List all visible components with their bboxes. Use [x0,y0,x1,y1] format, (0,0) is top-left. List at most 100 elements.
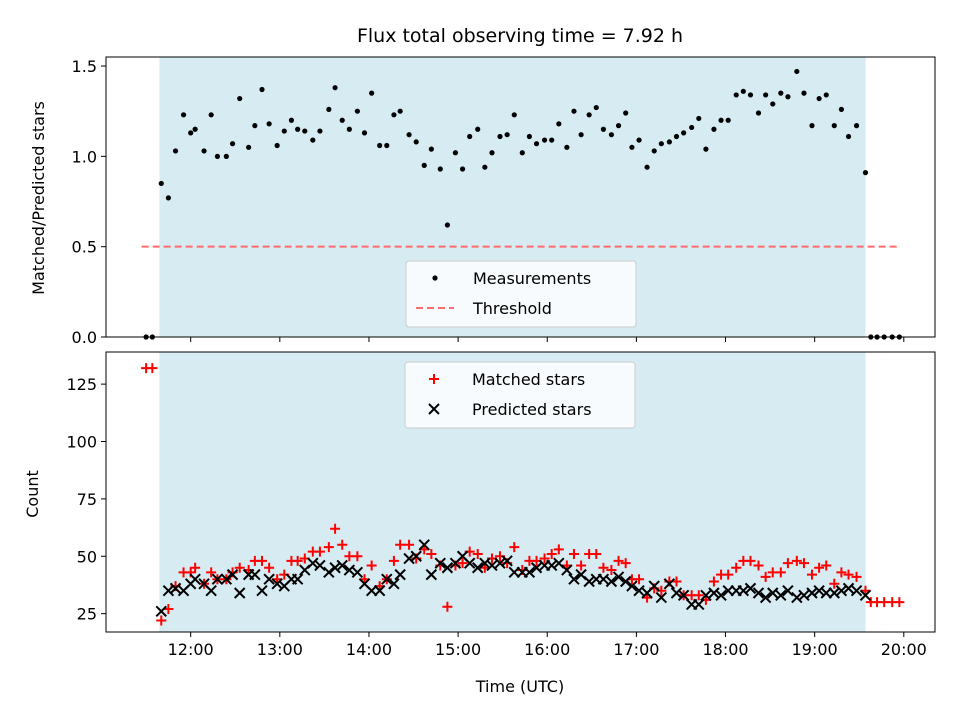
data-point [226,568,239,581]
data-point [831,123,837,129]
data-point [292,555,303,566]
data-point [663,578,676,590]
data-point [497,133,503,140]
data-point [406,132,412,138]
data-point [718,117,724,123]
data-point [593,104,599,111]
data-point [770,101,776,107]
data-point [214,153,221,159]
data-point [677,589,690,601]
ratio-panel: 0.0 0.5 1.0 1.5 Measurements Threshold [72,56,936,347]
x-tick-label: 18:00 [702,640,748,659]
y-tick-label: 25 [77,605,97,624]
data-point [463,557,476,569]
data-point [494,557,506,569]
data-point [759,591,772,604]
data-point [556,121,562,127]
data-point [425,568,438,581]
x-tick-label: 19:00 [792,640,838,659]
data-point [775,567,786,578]
data-point [189,573,201,585]
data-point [314,559,326,572]
legend-label: Measurements [473,269,591,288]
data-point [192,126,198,132]
axes-frame [105,351,936,633]
data-point [377,142,383,149]
data-point [482,164,488,170]
data-point [361,130,368,136]
data-point [838,106,845,112]
data-point [760,571,771,582]
data-point [381,573,393,585]
data-point [561,564,573,576]
data-point [413,139,419,145]
data-point [894,597,905,608]
data-point [169,582,182,595]
data-point [459,166,466,172]
data-point [323,566,335,579]
data-point [670,587,683,599]
data-point [339,117,345,123]
data-point [753,560,764,571]
data-point [785,94,791,100]
data-point [708,576,719,587]
data-point [689,124,695,131]
data-point [266,121,272,127]
data-point [332,85,338,91]
y-tick-label: 1.5 [72,57,97,76]
data-point [530,562,543,574]
data-point [693,590,704,601]
data-point [156,615,167,626]
y-tick-label: 1.0 [72,147,97,166]
data-point [693,598,705,611]
data-point [546,548,557,559]
data-point [395,539,406,550]
data-point [317,128,323,134]
chart-title: Flux total observing time = 7.92 h [357,25,683,47]
data-point [444,222,451,228]
data-point [394,568,406,581]
data-point [775,589,787,601]
data-point [740,88,746,94]
data-point [745,555,756,566]
data-point [850,584,863,597]
data-point [853,123,860,129]
data-point [511,112,517,118]
data-point [452,150,459,156]
data-point [564,144,570,150]
data-point [302,128,308,134]
data-point [549,137,555,143]
data-point [648,580,660,592]
data-point [859,589,872,601]
data-point [744,582,757,595]
legend-marker [428,403,440,415]
data-point [263,573,275,585]
data-point [843,569,854,580]
data-point [519,150,525,156]
data-point [158,180,164,187]
data-point [798,558,809,569]
data-point [782,584,794,597]
data-point [612,571,625,583]
data-point [708,587,720,599]
data-point [441,562,454,574]
data-point [163,604,174,615]
data-point [568,548,579,559]
data-point [606,565,617,576]
data-point [259,86,265,93]
data-point [798,589,810,601]
data-point [281,128,287,134]
data-point [801,90,807,96]
data-point [711,126,717,132]
data-point [291,573,304,585]
data-point [472,562,484,574]
data-point [343,564,356,576]
data-point [794,68,800,75]
data-point [725,117,731,123]
data-point [626,580,638,592]
data-point [851,571,862,582]
data-point [816,95,822,102]
axes-frame [105,56,936,338]
data-point [576,560,587,571]
